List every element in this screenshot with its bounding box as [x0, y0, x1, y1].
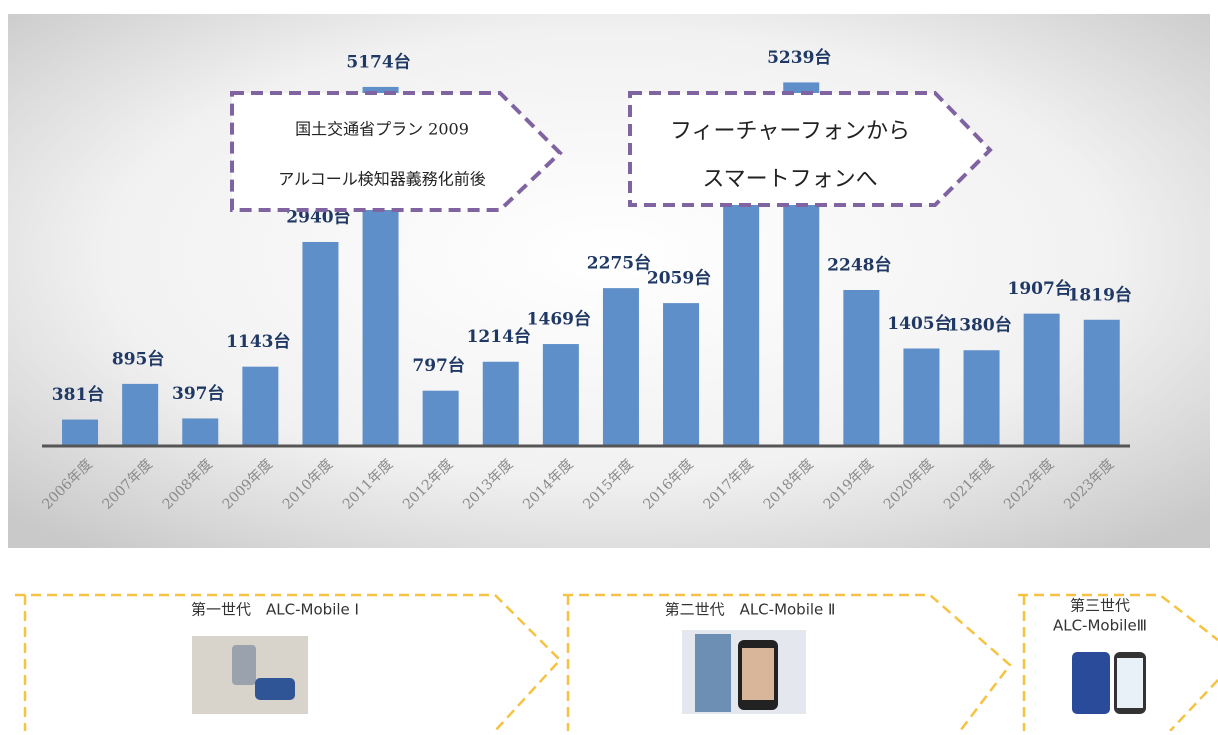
bar	[964, 350, 1000, 446]
bar	[723, 197, 759, 446]
value-label: 5239台	[767, 47, 831, 68]
bar	[1084, 320, 1120, 446]
bar	[302, 242, 338, 446]
annotation-text: 国土交通省プラン 2009	[295, 120, 469, 139]
bar	[423, 391, 459, 446]
bar	[483, 362, 519, 446]
annotation-text: スマートフォンへ	[702, 167, 877, 192]
timeline-label: 第一世代 ALC-Mobile Ⅰ	[191, 601, 359, 619]
bar	[603, 288, 639, 446]
bar	[663, 303, 699, 446]
value-label: 895台	[112, 348, 165, 369]
bar	[62, 420, 98, 446]
bar	[903, 348, 939, 446]
value-label: 2059台	[647, 268, 711, 289]
annotation-text: フィーチャーフォンから	[670, 119, 910, 144]
bar	[242, 367, 278, 446]
annotation-text: アルコール検知器義務化前後	[278, 170, 486, 189]
value-label: 381台	[52, 384, 105, 405]
bar	[182, 418, 218, 446]
bar	[543, 344, 579, 446]
product-image	[1072, 652, 1146, 714]
value-label: 1907台	[1007, 278, 1071, 299]
bar	[843, 290, 879, 446]
timeline-label: ALC-MobileⅢ	[1053, 617, 1147, 635]
value-label: 1143台	[226, 331, 290, 352]
value-label: 1380台	[947, 315, 1011, 336]
value-label: 2248台	[827, 254, 891, 275]
annotation-box	[232, 93, 560, 210]
timeline-label: 第二世代 ALC-Mobile Ⅱ	[665, 601, 836, 619]
bar	[122, 384, 158, 446]
value-label: 1819台	[1068, 284, 1132, 305]
product-image	[682, 630, 806, 714]
value-label: 797台	[412, 355, 465, 376]
product-image	[192, 636, 308, 714]
chart: 381台2006年度895台2007年度397台2008年度1143台2009年…	[0, 0, 1218, 731]
timeline-label: 第三世代	[1070, 597, 1130, 615]
value-label: 2275台	[587, 253, 651, 274]
value-label: 5174台	[346, 51, 410, 72]
bar	[1024, 314, 1060, 446]
value-label: 1405台	[887, 313, 951, 334]
value-label: 1214台	[467, 326, 531, 347]
value-label: 397台	[172, 383, 225, 404]
value-label: 1469台	[527, 309, 591, 330]
